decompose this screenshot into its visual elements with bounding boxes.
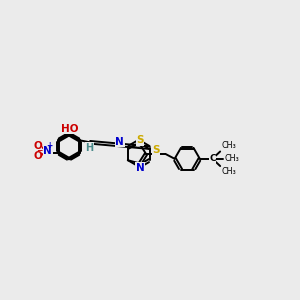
Text: +: + — [46, 141, 53, 150]
Text: S: S — [136, 135, 144, 145]
Text: CH₃: CH₃ — [221, 141, 236, 150]
Text: O: O — [33, 141, 42, 151]
Text: −: − — [36, 146, 42, 155]
Text: H: H — [85, 142, 93, 153]
Text: N: N — [136, 163, 144, 172]
Text: S: S — [152, 145, 160, 154]
Text: N: N — [116, 136, 124, 147]
Text: CH₃: CH₃ — [221, 167, 236, 176]
Text: N: N — [43, 146, 52, 156]
Text: CH₃: CH₃ — [224, 154, 239, 163]
Text: HO: HO — [61, 124, 79, 134]
Text: O: O — [33, 151, 42, 161]
Text: C: C — [209, 154, 216, 163]
